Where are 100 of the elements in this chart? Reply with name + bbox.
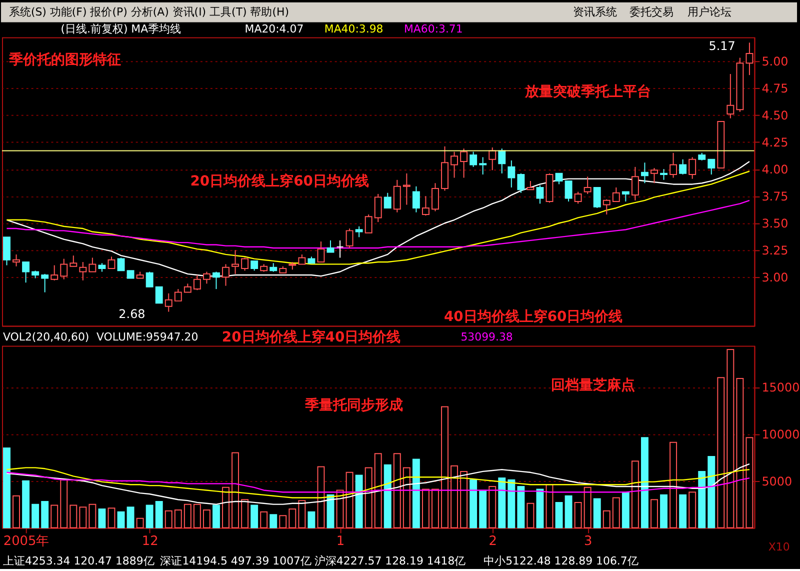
bar: [164, 510, 172, 528]
bar: [250, 504, 258, 528]
candlestick: [202, 271, 210, 284]
bar: [298, 500, 306, 528]
line-series: [6, 472, 750, 493]
x-tick-label: 2: [488, 534, 497, 550]
candlestick: [88, 257, 96, 272]
bar: [260, 511, 268, 528]
candlestick: [660, 168, 668, 180]
bar: [498, 478, 506, 528]
y-tick-label: 10000: [762, 427, 800, 442]
candlestick: [60, 258, 68, 280]
candlestick: [317, 240, 325, 263]
bar: [584, 486, 592, 528]
bar: [174, 509, 182, 528]
text: 资讯系统: [573, 5, 618, 18]
annotation: 5.17: [708, 39, 736, 54]
candlestick: [564, 180, 572, 202]
candlestick: [41, 273, 49, 293]
bar: [660, 494, 668, 528]
y-tick-label: 4.50: [762, 108, 788, 123]
annotation: 回档量芝麻点: [551, 376, 636, 394]
bar: [50, 504, 58, 528]
candlestick: [488, 146, 496, 171]
candlestick: [146, 271, 154, 288]
candlestick: [117, 257, 125, 272]
candlestick: [193, 274, 201, 291]
y-tick-label: 4.00: [762, 162, 788, 177]
text: MA40:3.98: [324, 22, 384, 36]
text: 沪深4227.57 128.19 1418亿: [314, 554, 466, 568]
bar: [640, 437, 648, 528]
text: MA20:4.07: [244, 22, 304, 36]
bar: [70, 504, 78, 528]
bar: [602, 510, 610, 528]
chart-title: VOL2(20,40,60): [2, 330, 90, 344]
candlestick: [517, 172, 525, 194]
bar: [193, 504, 201, 528]
candlestick: [602, 198, 610, 215]
bar: [536, 488, 544, 528]
bar: [422, 488, 430, 528]
candlestick: [679, 158, 687, 175]
bar: [384, 464, 392, 528]
y-tick-label: 4.75: [762, 82, 788, 96]
bar: [402, 467, 410, 528]
bar: [288, 508, 296, 528]
candlestick: [22, 262, 30, 284]
bar: [432, 488, 439, 528]
text: MA60:3.71: [404, 22, 463, 36]
bar: [574, 502, 582, 528]
bar: [650, 499, 658, 528]
bar: [355, 474, 363, 528]
bar: [517, 486, 525, 528]
bar: [364, 467, 372, 528]
bar: [488, 486, 496, 528]
bar: [679, 494, 687, 528]
y-tick-label: 3.50: [762, 216, 788, 231]
bar: [79, 506, 87, 528]
chart-subtitle: (日线.前复权) MA季均线: [60, 22, 182, 36]
candlestick: [79, 262, 87, 281]
candlestick: [508, 160, 516, 188]
bar: [88, 504, 96, 528]
bar: [232, 452, 240, 528]
bar: [184, 504, 192, 528]
x-tick-label: 1: [336, 534, 345, 550]
annotation: 40日均价线上穿60日均价线: [444, 308, 623, 325]
y-tick-label: 3.75: [762, 190, 788, 204]
candlestick: [670, 152, 678, 178]
bar: [555, 502, 563, 528]
candlestick: [726, 73, 734, 119]
bar: [270, 514, 278, 528]
bar: [708, 456, 716, 528]
candlestick: [432, 182, 439, 212]
candlestick: [364, 214, 372, 234]
candlestick: [708, 158, 716, 175]
bar: [60, 479, 68, 528]
text: 季价托的图形特征: [8, 51, 121, 68]
bar: [146, 504, 154, 528]
y-tick-label: 5.00: [762, 54, 788, 68]
text: 系统(S) 功能(F) 报价(P) 分析(A) 资讯(I) 工具(T) 帮助(H): [8, 5, 289, 18]
text: 20日均价线上穿40日均价线: [222, 328, 401, 346]
annotation: 放量突破季托上平台: [524, 82, 652, 100]
bar: [136, 518, 144, 528]
bar: [726, 348, 734, 528]
candlestick: [479, 156, 487, 175]
candlestick: [593, 186, 601, 208]
candlestick: [50, 264, 58, 281]
bar: [374, 453, 382, 528]
bar: [717, 377, 725, 528]
candlestick: [460, 148, 468, 178]
bar: [32, 504, 40, 528]
candlestick: [574, 191, 582, 204]
candlestick: [298, 254, 306, 265]
bar: [336, 490, 344, 528]
bar: [317, 466, 325, 528]
bar: [412, 458, 420, 528]
candlestick: [3, 236, 10, 266]
candlestick: [212, 271, 220, 290]
candlestick: [241, 257, 249, 272]
y-tick-label: 4.25: [762, 136, 788, 150]
candlestick: [650, 168, 658, 184]
